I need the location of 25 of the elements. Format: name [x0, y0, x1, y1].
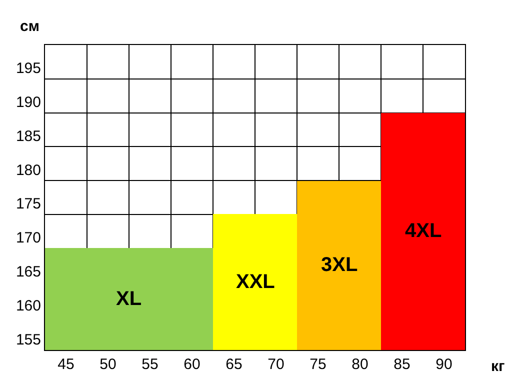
- x-tick-label: 70: [268, 356, 284, 373]
- annotation: 3XL: [321, 254, 358, 276]
- y-tick-label: 165: [16, 263, 41, 280]
- y-tick-label: 155: [16, 331, 41, 348]
- x-axis-title: кг: [491, 358, 505, 375]
- annotation: XL: [116, 288, 142, 310]
- y-axis-title: см: [20, 18, 40, 35]
- x-tick-label: 60: [184, 356, 200, 373]
- y-tick-label: 190: [16, 94, 41, 112]
- x-tick-label: 75: [310, 356, 326, 373]
- x-tick-label: 45: [58, 356, 74, 373]
- x-tick-label: 85: [394, 356, 410, 373]
- y-tick-label: 170: [16, 230, 41, 247]
- annotation: XXL: [236, 271, 275, 293]
- y-tick-label: 175: [16, 196, 41, 213]
- y-tick-label: 195: [16, 60, 41, 78]
- x-tick-label: 55: [142, 356, 158, 373]
- x-tick-label: 80: [352, 356, 368, 373]
- x-tick-label: 90: [436, 356, 452, 373]
- y-tick-label: 185: [16, 128, 41, 145]
- x-tick-label: 65: [226, 356, 242, 373]
- annotation: 4XL: [405, 220, 442, 242]
- y-tick-label: 160: [16, 297, 41, 314]
- y-tick-label: 180: [16, 162, 41, 179]
- x-tick-label: 50: [100, 356, 116, 373]
